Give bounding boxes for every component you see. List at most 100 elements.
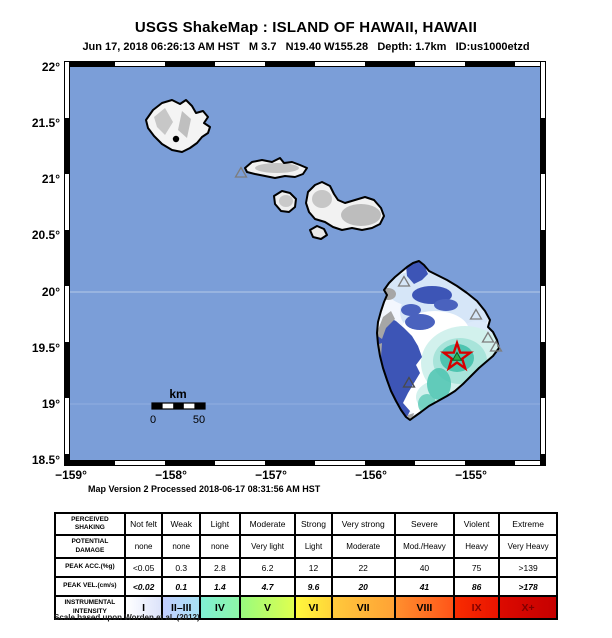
- lat-label-19: 19°: [41, 397, 60, 411]
- table-row-peak-acc: PEAK ACC.(%g) <0.05 0.3 2.8 6.2 12 22 40…: [54, 557, 558, 578]
- intensity-legend-table: PERCEIVED SHAKING Not felt Weak Light Mo…: [54, 512, 558, 620]
- table-cell: Moderate: [238, 512, 297, 536]
- intensity-swatch-cell: II–III: [161, 595, 202, 620]
- island-oahu: [145, 99, 211, 153]
- table-cell: <0.02: [123, 576, 164, 597]
- station-triangle-icon: [469, 308, 483, 320]
- lat-label-19-5: 19.5°: [31, 341, 60, 355]
- table-cell: Strong: [294, 512, 333, 536]
- station-triangle-icons: [234, 166, 503, 388]
- table-cell: 4.7: [238, 576, 297, 597]
- lon-label-156: −156°: [355, 468, 387, 482]
- table-cell: Light: [199, 512, 241, 536]
- epicenter-station-triangle-icon: [451, 351, 463, 361]
- row-header: PERCEIVED SHAKING: [54, 512, 126, 536]
- scale-start-label: 0: [150, 414, 156, 426]
- station-triangle-icon: [489, 340, 503, 352]
- table-cell: Very light: [238, 534, 297, 559]
- table-cell: 2.8: [199, 557, 241, 578]
- intensity-swatch-cell: VIII: [393, 595, 456, 620]
- table-row-peak-vel: PEAK VEL.(cm/s) <0.02 0.1 1.4 4.7 9.6 20…: [54, 576, 558, 597]
- table-cell: 41: [393, 576, 456, 597]
- page-title: USGS ShakeMap : ISLAND OF HAWAII, HAWAII: [134, 19, 478, 36]
- scale-unit-label: km: [169, 387, 186, 401]
- table-cell: 40: [393, 557, 456, 578]
- row-header: POTENTIAL DAMAGE: [54, 534, 126, 559]
- scale-end-label: 50: [193, 414, 205, 426]
- table-cell: Moderate: [330, 534, 396, 559]
- lon-label-157: −157°: [255, 468, 287, 482]
- lat-label-20: 20°: [41, 285, 60, 299]
- table-cell: <0.05: [123, 557, 164, 578]
- map-canvas: km 0 50: [70, 67, 540, 460]
- hawaii-map-graphic: km 0 50: [70, 99, 540, 426]
- table-cell: Very strong: [330, 512, 396, 536]
- map-frame: km 0 50: [64, 61, 546, 466]
- intensity-swatch-cell: V: [238, 595, 297, 620]
- lat-label-21: 21°: [41, 172, 60, 186]
- table-cell: 1.4: [199, 576, 241, 597]
- table-cell: Weak: [161, 512, 202, 536]
- table-cell: Light: [294, 534, 333, 559]
- table-cell: 0.3: [161, 557, 202, 578]
- epicenter-star-icon: [440, 339, 474, 372]
- island-molokai: [244, 157, 308, 179]
- row-header: INSTRUMENTAL INTENSITY: [54, 595, 126, 620]
- table-row-instrumental-intensity: INSTRUMENTAL INTENSITY I II–III IV V VI …: [54, 595, 558, 620]
- event-summary-line: Jun 17, 2018 06:26:13 AM HST M 3.7 N19.4…: [82, 41, 530, 53]
- station-triangle-icon: [234, 166, 248, 178]
- intensity-swatch-cell: VI: [294, 595, 333, 620]
- table-cell: 20: [330, 576, 396, 597]
- table-cell: Extreme: [498, 512, 558, 536]
- table-cell: Mod./Heavy: [393, 534, 456, 559]
- lat-label-20-5: 20.5°: [31, 228, 60, 242]
- intensity-swatch-cell: I: [123, 595, 164, 620]
- lon-label-155: −155°: [455, 468, 487, 482]
- table-cell: 22: [330, 557, 396, 578]
- map-scale-bar: km 0 50: [150, 387, 206, 426]
- table-cell: none: [199, 534, 241, 559]
- frame-tickband-left: [64, 61, 70, 466]
- island-hawaii-outline: [376, 260, 500, 421]
- frame-tickband-right: [540, 61, 546, 466]
- island-lanai: [273, 190, 297, 213]
- row-header: PEAK VEL.(cm/s): [54, 576, 126, 597]
- table-cell: 6.2: [238, 557, 297, 578]
- table-cell: >139: [498, 557, 558, 578]
- lon-label-158: −158°: [155, 468, 187, 482]
- table-cell: Violent: [453, 512, 501, 536]
- intensity-swatch-cell: VII: [330, 595, 396, 620]
- map-version-line: Map Version 2 Processed 2018-06-17 08:31…: [88, 484, 321, 494]
- station-triangle-icon: [397, 275, 411, 287]
- island-hawaii-intensity-shading: [377, 261, 499, 420]
- table-cell: Not felt: [123, 512, 164, 536]
- lat-label-21-5: 21.5°: [31, 116, 60, 130]
- table-cell: 86: [453, 576, 501, 597]
- intensity-swatch-cell: IX: [453, 595, 501, 620]
- intensity-swatch-cell: X+: [498, 595, 558, 620]
- table-cell: none: [123, 534, 164, 559]
- scale-reference-note: Scale based upon Worden et al. (2012): [54, 613, 200, 622]
- station-triangle-icon: [481, 331, 495, 343]
- table-cell: none: [161, 534, 202, 559]
- table-cell: 0.1: [161, 576, 202, 597]
- row-header: PEAK ACC.(%g): [54, 557, 126, 578]
- table-cell: Heavy: [453, 534, 501, 559]
- table-row-perceived-shaking: PERCEIVED SHAKING Not felt Weak Light Mo…: [54, 512, 558, 536]
- lat-label-18-5: 18.5°: [31, 453, 60, 467]
- lon-label-159: −159°: [55, 468, 87, 482]
- urban-area-honolulu: [172, 135, 180, 143]
- island-maui: [305, 181, 385, 231]
- intensity-swatch-cell: IV: [199, 595, 241, 620]
- island-kahoolawe: [309, 225, 328, 240]
- station-triangle-icon: [402, 376, 416, 388]
- frame-tickband-bottom: [64, 460, 546, 466]
- table-cell: Severe: [393, 512, 456, 536]
- table-cell: Very Heavy: [498, 534, 558, 559]
- table-cell: 9.6: [294, 576, 333, 597]
- table-cell: 12: [294, 557, 333, 578]
- table-cell: 75: [453, 557, 501, 578]
- epicenter-marker: [440, 339, 474, 372]
- lat-label-22: 22°: [41, 60, 60, 74]
